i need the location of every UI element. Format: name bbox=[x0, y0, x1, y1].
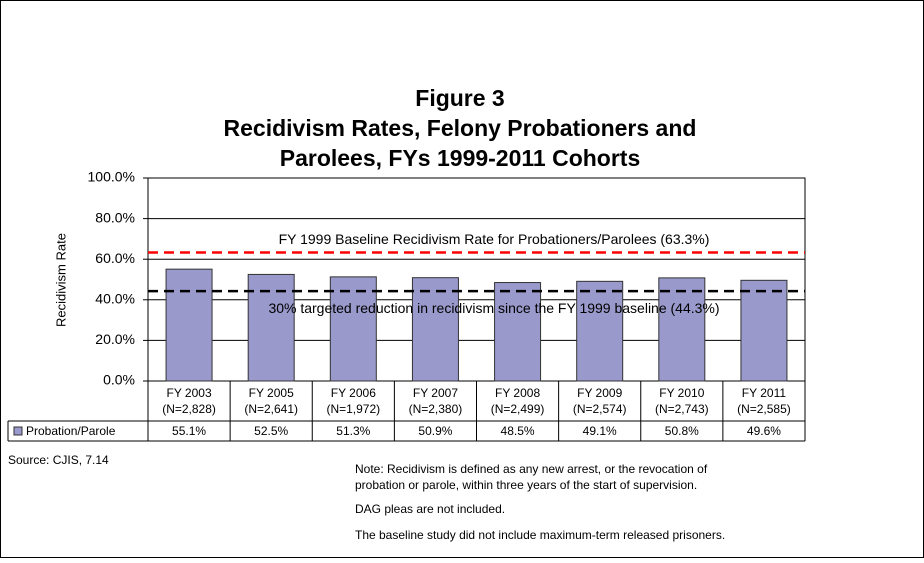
x-tick-label: (N=1,972) bbox=[326, 402, 380, 416]
data-label: 50.8% bbox=[665, 424, 699, 438]
note: The baseline study did not include maxim… bbox=[355, 528, 725, 542]
data-label: 51.3% bbox=[336, 424, 370, 438]
chart-title: Figure 3 bbox=[415, 85, 504, 111]
chart-title: Recidivism Rates, Felony Probationers an… bbox=[224, 115, 697, 141]
x-tick-label: (N=2,380) bbox=[409, 402, 463, 416]
plot-area bbox=[147, 177, 806, 382]
chart-title: Parolees, FYs 1999-2011 Cohorts bbox=[280, 145, 641, 171]
x-tick-label: (N=2,828) bbox=[162, 402, 216, 416]
x-tick-label: FY 2009 bbox=[577, 386, 622, 400]
x-tick-label: FY 2010 bbox=[659, 386, 704, 400]
x-tick-label: (N=2,499) bbox=[491, 402, 545, 416]
bar bbox=[740, 279, 788, 382]
legend-swatch bbox=[13, 426, 23, 436]
x-tick-label: (N=2,743) bbox=[655, 402, 709, 416]
note: probation or parole, within three years … bbox=[355, 478, 697, 492]
y-axis-label: Recidivism Rate bbox=[53, 233, 68, 327]
x-tick-label: FY 2011 bbox=[742, 386, 787, 400]
bar bbox=[411, 277, 459, 382]
note: DAG pleas are not included. bbox=[355, 502, 505, 516]
bar bbox=[576, 280, 624, 382]
reference-label: FY 1999 Baseline Recidivism Rate for Pro… bbox=[279, 231, 710, 247]
note: Note: Recidivism is defined as any new a… bbox=[355, 462, 708, 476]
y-tick-label: 60.0% bbox=[95, 250, 135, 266]
bar bbox=[329, 276, 377, 382]
data-label: 52.5% bbox=[254, 424, 288, 438]
y-tick-label: 20.0% bbox=[95, 331, 135, 347]
y-tick-label: 100.0% bbox=[88, 169, 135, 185]
x-tick-label: FY 2008 bbox=[495, 386, 540, 400]
data-label: 55.1% bbox=[172, 424, 206, 438]
data-label: 49.1% bbox=[583, 424, 617, 438]
bar bbox=[165, 268, 213, 382]
x-tick-label: FY 2006 bbox=[331, 386, 376, 400]
reference-label: 30% targeted reduction in recidivism sin… bbox=[268, 300, 719, 316]
x-tick-label: FY 2005 bbox=[249, 386, 294, 400]
x-tick-label: (N=2,641) bbox=[244, 402, 298, 416]
source: Source: CJIS, 7.14 bbox=[8, 453, 109, 467]
x-tick-label: (N=2,585) bbox=[737, 402, 791, 416]
bar bbox=[658, 277, 706, 382]
bar bbox=[494, 282, 542, 382]
y-tick-label: 0.0% bbox=[103, 372, 135, 388]
x-tick-label: (N=2,574) bbox=[573, 402, 627, 416]
y-tick-label: 80.0% bbox=[95, 209, 135, 225]
x-tick-label: FY 2007 bbox=[413, 386, 458, 400]
y-tick-label: 40.0% bbox=[95, 291, 135, 307]
data-label: 49.6% bbox=[747, 424, 781, 438]
x-tick-label: FY 2003 bbox=[166, 386, 211, 400]
data-label: 50.9% bbox=[418, 424, 452, 438]
legend-label: Probation/Parole bbox=[26, 424, 116, 438]
bar bbox=[247, 273, 295, 382]
data-label: 48.5% bbox=[501, 424, 535, 438]
